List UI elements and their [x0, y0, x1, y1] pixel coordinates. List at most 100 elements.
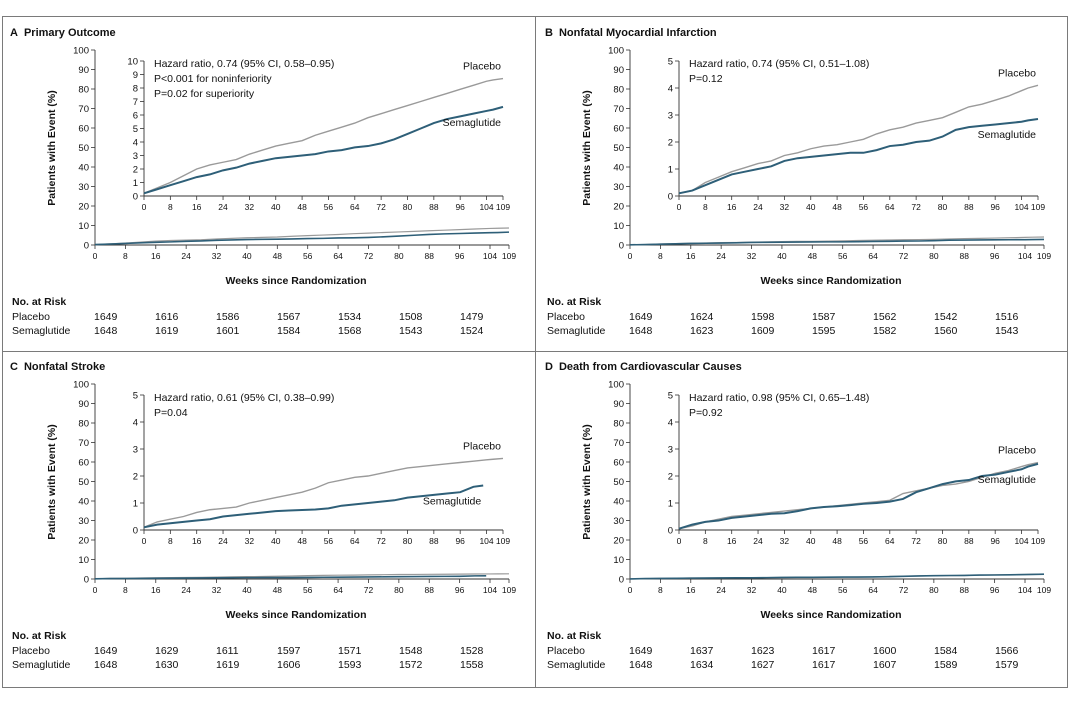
panel-a-inset-x-tick-label: 109	[496, 202, 510, 212]
panel-c-x-tick-label: 48	[273, 585, 283, 595]
panel-b-inset-y-tick-label: 0	[668, 192, 673, 203]
panel-b-at-risk-value: 1542	[934, 311, 958, 323]
panel-d-inset-y-tick-label: 3	[668, 445, 673, 456]
panel-d-y-tick-label: 10	[613, 555, 624, 566]
panel-d-inset-x-tick-label: 8	[703, 536, 708, 546]
panel-a-at-risk-value: 1479	[460, 311, 484, 323]
panel-b-y-tick-label: 80	[613, 85, 624, 96]
panel-a-inset-x-tick-label: 40	[271, 202, 281, 212]
panel-c-annotation: P=0.04	[154, 407, 188, 419]
panel-d-inset-x-tick-label: 56	[859, 536, 869, 546]
panel-a-inset-y-tick-label: 6	[133, 111, 138, 122]
panel-a-x-tick-label: 32	[212, 251, 222, 261]
panel-d-x-tick-label: 64	[868, 585, 878, 595]
panel-a-letter: A	[10, 27, 18, 39]
panel-c-x-tick-label: 40	[242, 585, 252, 595]
panel-a-inset-x-tick-label: 0	[142, 202, 147, 212]
panel-a-at-risk-value: 1586	[216, 311, 240, 323]
panel-d-y-axis-label: Patients with Event (%)	[581, 424, 593, 540]
panel-d-y-tick-label: 30	[613, 516, 624, 527]
panel-c-at-risk-value: 1611	[216, 645, 239, 657]
panel-c-inset-x-tick-label: 96	[455, 536, 465, 546]
panel-b-inset-x-tick-label: 0	[677, 202, 682, 212]
panel-b-inset-x-tick-label: 64	[885, 202, 895, 212]
panel-b-inset-x-tick-label: 24	[753, 202, 763, 212]
panel-b-x-tick-label: 88	[960, 251, 970, 261]
panel-b-x-tick-label: 8	[658, 251, 663, 261]
panel-d-inset-x-tick-label: 32	[780, 536, 790, 546]
panel-c-x-tick-label: 109	[502, 585, 516, 595]
panel-a-at-risk-value: 1649	[94, 311, 118, 323]
panel-c-inset-y-tick-label: 3	[133, 445, 138, 456]
panel-d-x-axis-label: Weeks since Randomization	[760, 609, 901, 621]
panel-d-at-risk-value: 1623	[751, 645, 775, 657]
panel-c-x-tick-label: 72	[364, 585, 374, 595]
panel-d-inset-x-tick-label: 0	[677, 536, 682, 546]
panel-a-x-tick-label: 0	[93, 251, 98, 261]
panel-c-y-tick-label: 80	[78, 419, 89, 430]
panel-b-at-risk-value: 1543	[995, 325, 1019, 337]
panel-a-inset-x-tick-label: 88	[429, 202, 439, 212]
panel-d: D Death from Cardiovascular Causes0102030…	[545, 361, 1051, 671]
panel-d-at-risk-value: 1589	[934, 659, 958, 671]
panel-a-at-risk-value: 1508	[399, 311, 423, 323]
panel-d-inset-x-tick-label: 88	[964, 536, 974, 546]
panel-d-inset-x-tick-label: 16	[727, 536, 737, 546]
panel-c-at-risk-value: 1629	[155, 645, 179, 657]
panel-d-y-tick-label: 70	[613, 438, 624, 449]
panel-b-y-axis-label: Patients with Event (%)	[581, 90, 593, 206]
panel-a-inset-y-tick-label: 0	[133, 192, 138, 203]
panel-c-at-risk-value: 1593	[338, 659, 362, 671]
panel-b-at-risk-value: 1587	[812, 311, 836, 323]
panel-d-letter: D	[545, 361, 553, 373]
panel-a-x-axis-label: Weeks since Randomization	[225, 275, 366, 287]
panel-c-inset-x-tick-label: 80	[403, 536, 413, 546]
panel-b-at-risk-value: 1560	[934, 325, 958, 337]
panel-d-inset-y-tick-label: 5	[668, 391, 673, 402]
panel-c-y-axis-label: Patients with Event (%)	[46, 424, 58, 540]
panel-b-main-series-semaglutide	[629, 238, 1045, 246]
panel-a-x-tick-label: 104	[483, 251, 497, 261]
panel-c-x-tick-label: 32	[212, 585, 222, 595]
panel-b-y-tick-label: 30	[613, 182, 624, 193]
panel-c-at-risk-value: 1630	[155, 659, 179, 671]
panel-d-inset-y-tick-label: 2	[668, 472, 673, 483]
panel-b-y-tick-label: 100	[608, 46, 624, 57]
panel-a-at-risk-value: 1616	[155, 311, 179, 323]
panel-a-annotation: P<0.001 for noninferiority	[154, 73, 272, 85]
panel-a-at-risk-value: 1543	[399, 325, 423, 337]
panel-c-y-tick-label: 30	[78, 516, 89, 527]
panel-a-inset-y-tick-label: 5	[133, 124, 138, 135]
panel-c-inset-y-tick-label: 1	[133, 499, 138, 510]
panel-c-inset-series-placebo	[143, 457, 504, 528]
panel-b: B Nonfatal Myocardial Infarction010203040…	[545, 27, 1051, 337]
panel-a-legend-label-placebo: Placebo	[463, 61, 501, 73]
panel-b-y-tick-label: 20	[613, 202, 624, 213]
panel-a-at-risk-value: 1619	[155, 325, 179, 337]
panel-b-at-risk-value: 1582	[873, 325, 897, 337]
panel-b-inset-x-tick-label: 32	[780, 202, 790, 212]
panel-a-inset-x-tick-label: 16	[192, 202, 202, 212]
panel-b-y-tick-label: 40	[613, 163, 624, 174]
panel-b-inset-x-tick-label: 16	[727, 202, 737, 212]
panel-a-inset-y-tick-label: 9	[133, 70, 138, 81]
panel-c-inset-x-tick-label: 40	[271, 536, 281, 546]
panel-a-x-tick-label: 40	[242, 251, 252, 261]
panel-b-y-tick-label: 90	[613, 65, 624, 76]
panel-d-at-risk-value: 1637	[690, 645, 714, 657]
panel-a-at-risk-value: 1648	[94, 325, 118, 337]
panel-a-title: A Primary Outcome	[10, 27, 116, 39]
panel-b-letter: B	[545, 27, 553, 39]
panel-c-at-risk-value: 1606	[277, 659, 301, 671]
panel-b-inset-x-tick-label: 48	[832, 202, 842, 212]
panel-c-at-risk-value: 1548	[399, 645, 423, 657]
panel-c-x-tick-label: 0	[93, 585, 98, 595]
panel-c-y-tick-label: 60	[78, 458, 89, 469]
panel-b-x-tick-label: 104	[1018, 251, 1032, 261]
panel-a-inset-x-tick-label: 96	[455, 202, 465, 212]
panel-a-inset-y-tick-label: 4	[133, 138, 138, 149]
panel-c-at-risk-row-label: Placebo	[12, 645, 50, 657]
panel-a-inset-x-tick-label: 8	[168, 202, 173, 212]
